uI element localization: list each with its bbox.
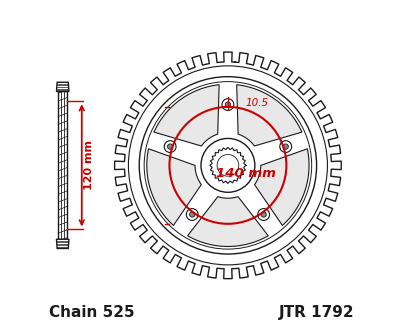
Polygon shape (237, 85, 302, 146)
Circle shape (168, 144, 173, 149)
Polygon shape (210, 147, 246, 183)
Text: 120 mm: 120 mm (84, 140, 94, 190)
Circle shape (128, 66, 328, 265)
Polygon shape (154, 85, 219, 146)
Polygon shape (147, 149, 201, 225)
Text: 10.5: 10.5 (246, 98, 269, 108)
Polygon shape (254, 149, 309, 225)
Text: JTR 1792: JTR 1792 (279, 305, 354, 320)
Polygon shape (56, 239, 69, 248)
Polygon shape (56, 82, 69, 92)
Circle shape (201, 138, 255, 192)
Circle shape (258, 209, 270, 220)
Circle shape (144, 81, 312, 249)
Circle shape (186, 209, 198, 220)
Text: 140 mm: 140 mm (216, 167, 276, 180)
Circle shape (190, 212, 195, 217)
Circle shape (225, 102, 230, 107)
Polygon shape (115, 52, 341, 279)
Text: Chain 525: Chain 525 (49, 305, 134, 320)
Circle shape (261, 212, 266, 217)
Circle shape (164, 141, 176, 153)
Polygon shape (188, 197, 268, 246)
Circle shape (217, 155, 239, 176)
Circle shape (139, 77, 316, 254)
Circle shape (222, 99, 234, 111)
Circle shape (280, 141, 292, 153)
Circle shape (283, 144, 288, 149)
Polygon shape (58, 92, 67, 239)
